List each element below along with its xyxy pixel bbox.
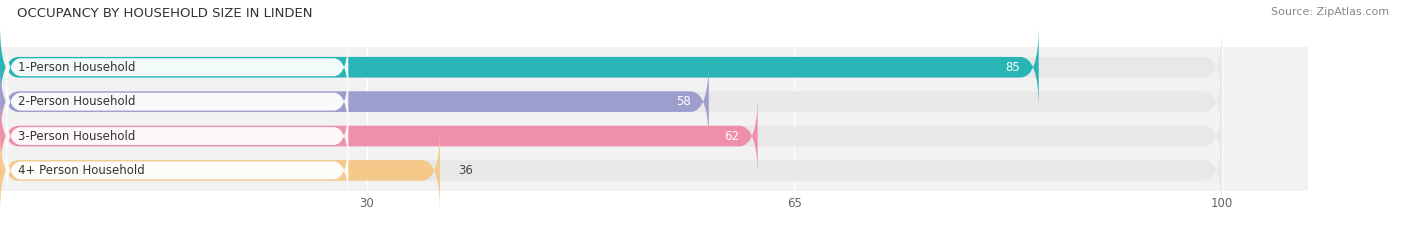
FancyBboxPatch shape [0,129,440,212]
Text: 62: 62 [724,130,740,143]
Text: 1-Person Household: 1-Person Household [18,61,136,74]
FancyBboxPatch shape [6,138,349,203]
FancyBboxPatch shape [6,104,349,168]
FancyBboxPatch shape [0,26,1222,109]
Text: OCCUPANCY BY HOUSEHOLD SIZE IN LINDEN: OCCUPANCY BY HOUSEHOLD SIZE IN LINDEN [17,7,312,20]
Text: 3-Person Household: 3-Person Household [18,130,136,143]
Text: 85: 85 [1005,61,1021,74]
FancyBboxPatch shape [0,26,1039,109]
FancyBboxPatch shape [6,35,349,99]
FancyBboxPatch shape [0,95,1222,177]
Text: Source: ZipAtlas.com: Source: ZipAtlas.com [1271,7,1389,17]
FancyBboxPatch shape [6,69,349,134]
FancyBboxPatch shape [0,60,709,143]
FancyBboxPatch shape [0,129,1222,212]
Text: 36: 36 [458,164,474,177]
Text: 58: 58 [676,95,690,108]
FancyBboxPatch shape [0,95,758,177]
Text: 2-Person Household: 2-Person Household [18,95,136,108]
Text: 4+ Person Household: 4+ Person Household [18,164,145,177]
FancyBboxPatch shape [0,60,1222,143]
